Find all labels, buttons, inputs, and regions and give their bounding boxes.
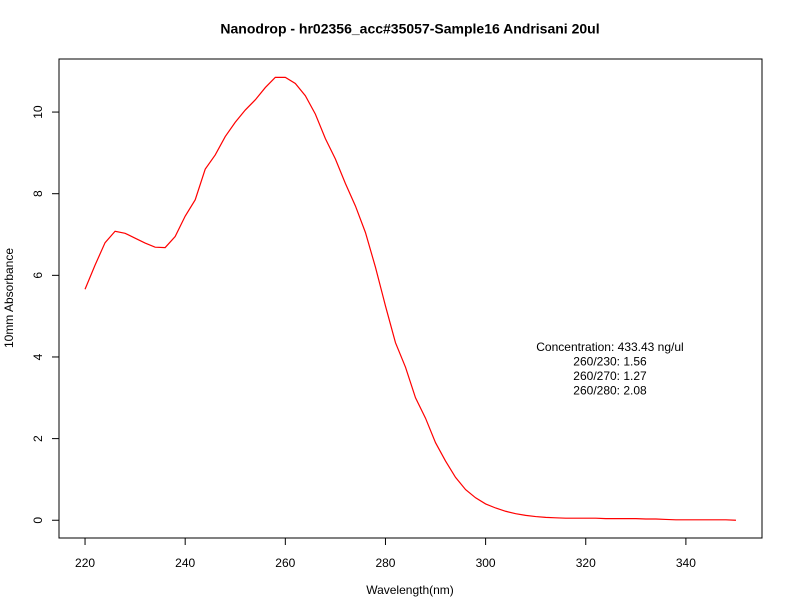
x-tick-label: 300 (476, 556, 496, 570)
x-tick-label: 320 (576, 556, 596, 570)
y-axis-label: 10mm Absorbance (2, 248, 16, 348)
data-line (84, 76, 736, 521)
annotation: 260/280: 2.08 (573, 384, 647, 398)
y-tick-label: 6 (31, 272, 45, 279)
plot-frame (58, 58, 763, 539)
annotation: 260/230: 1.56 (573, 355, 647, 369)
y-tick-label: 2 (31, 435, 45, 442)
x-axis-label: Wavelength(nm) (366, 583, 454, 597)
y-tick-label: 8 (31, 190, 45, 197)
x-tick-label: 340 (676, 556, 696, 570)
x-tick-label: 280 (375, 556, 395, 570)
y-tick-label: 10 (31, 105, 45, 119)
x-tick-label: 260 (275, 556, 295, 570)
annotation: Concentration: 433.43 ng/ul (536, 340, 683, 354)
chart-title: Nanodrop - hr02356_acc#35057-Sample16 An… (220, 21, 599, 37)
x-tick-label: 240 (175, 556, 195, 570)
y-tick-label: 4 (31, 353, 45, 360)
y-tick-label: 0 (31, 517, 45, 524)
annotation: 260/270: 1.27 (573, 369, 647, 383)
x-tick-label: 220 (75, 556, 95, 570)
